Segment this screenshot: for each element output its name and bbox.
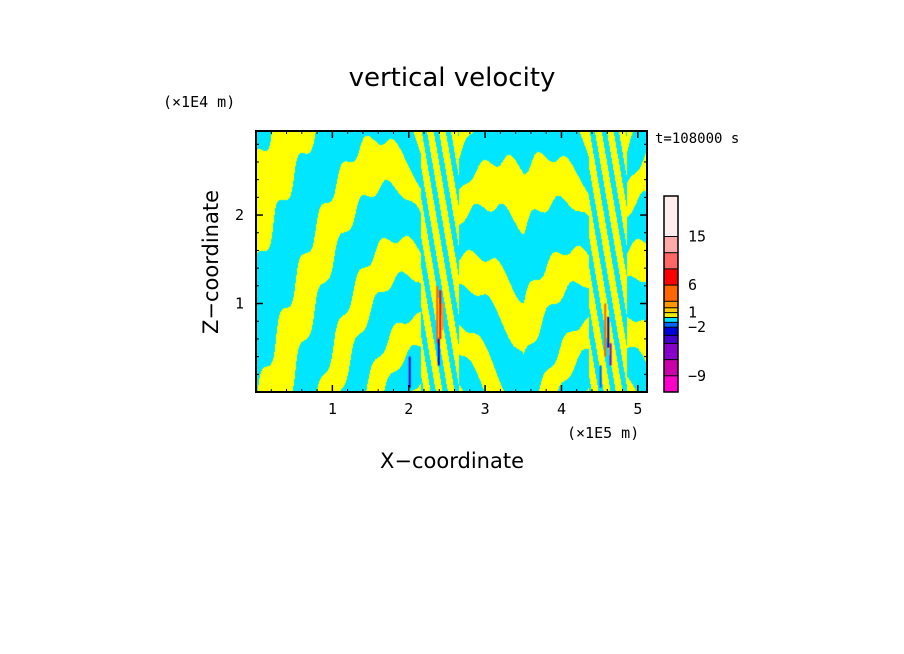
- colorbar-tick-label: −9: [688, 367, 706, 385]
- colorbar-band: [664, 196, 678, 237]
- colorbar-band: [664, 327, 678, 336]
- x-tick-label: 4: [557, 400, 566, 418]
- colorbar-band: [664, 322, 678, 328]
- colorbar-band: [664, 343, 678, 360]
- y-tick-label: 1: [235, 295, 244, 313]
- colorbar-band: [664, 236, 678, 253]
- x-tick-label: 2: [404, 400, 413, 418]
- colorbar-band: [664, 317, 678, 323]
- x-tick-label: 3: [481, 400, 490, 418]
- colorbar-band: [664, 359, 678, 376]
- colorbar: 15 6 1−2 −9: [663, 195, 706, 393]
- colorbar-tick-label: −2: [688, 318, 706, 336]
- plot-area: [256, 131, 647, 392]
- plot-frame: [255, 130, 648, 393]
- colorbar-tick-label: 15: [688, 227, 706, 245]
- x-axis-label: X−coordinate: [380, 449, 524, 473]
- colorbar-band: [664, 285, 678, 302]
- y-tick-label: 2: [235, 206, 244, 224]
- colorbar-frame: [663, 195, 679, 393]
- colorbar-band: [664, 252, 678, 269]
- colorbar-band: [664, 307, 678, 313]
- colorbar-band: [664, 312, 678, 318]
- colorbar-tick-label: 1: [688, 304, 697, 322]
- chart-title: vertical velocity: [349, 63, 556, 93]
- time-label: t=108000 s: [655, 131, 739, 147]
- colorbar-tick-label: 6: [688, 276, 697, 294]
- x-unit-label: (×1E5 m): [567, 424, 639, 442]
- colorbar-band: [664, 335, 678, 344]
- colorbar-band: [664, 375, 678, 392]
- x-tick-label: 5: [633, 400, 642, 418]
- colorbar-band: [664, 301, 678, 308]
- x-axis: 1 2 3 4 5: [270, 131, 642, 418]
- y-axis-label: Z−coordinate: [199, 190, 223, 334]
- velocity-field: [256, 131, 647, 392]
- colorbar-band: [664, 268, 678, 286]
- x-tick-label: 1: [328, 400, 337, 418]
- y-axis: 12: [235, 143, 647, 375]
- y-unit-label: (×1E4 m): [163, 93, 235, 111]
